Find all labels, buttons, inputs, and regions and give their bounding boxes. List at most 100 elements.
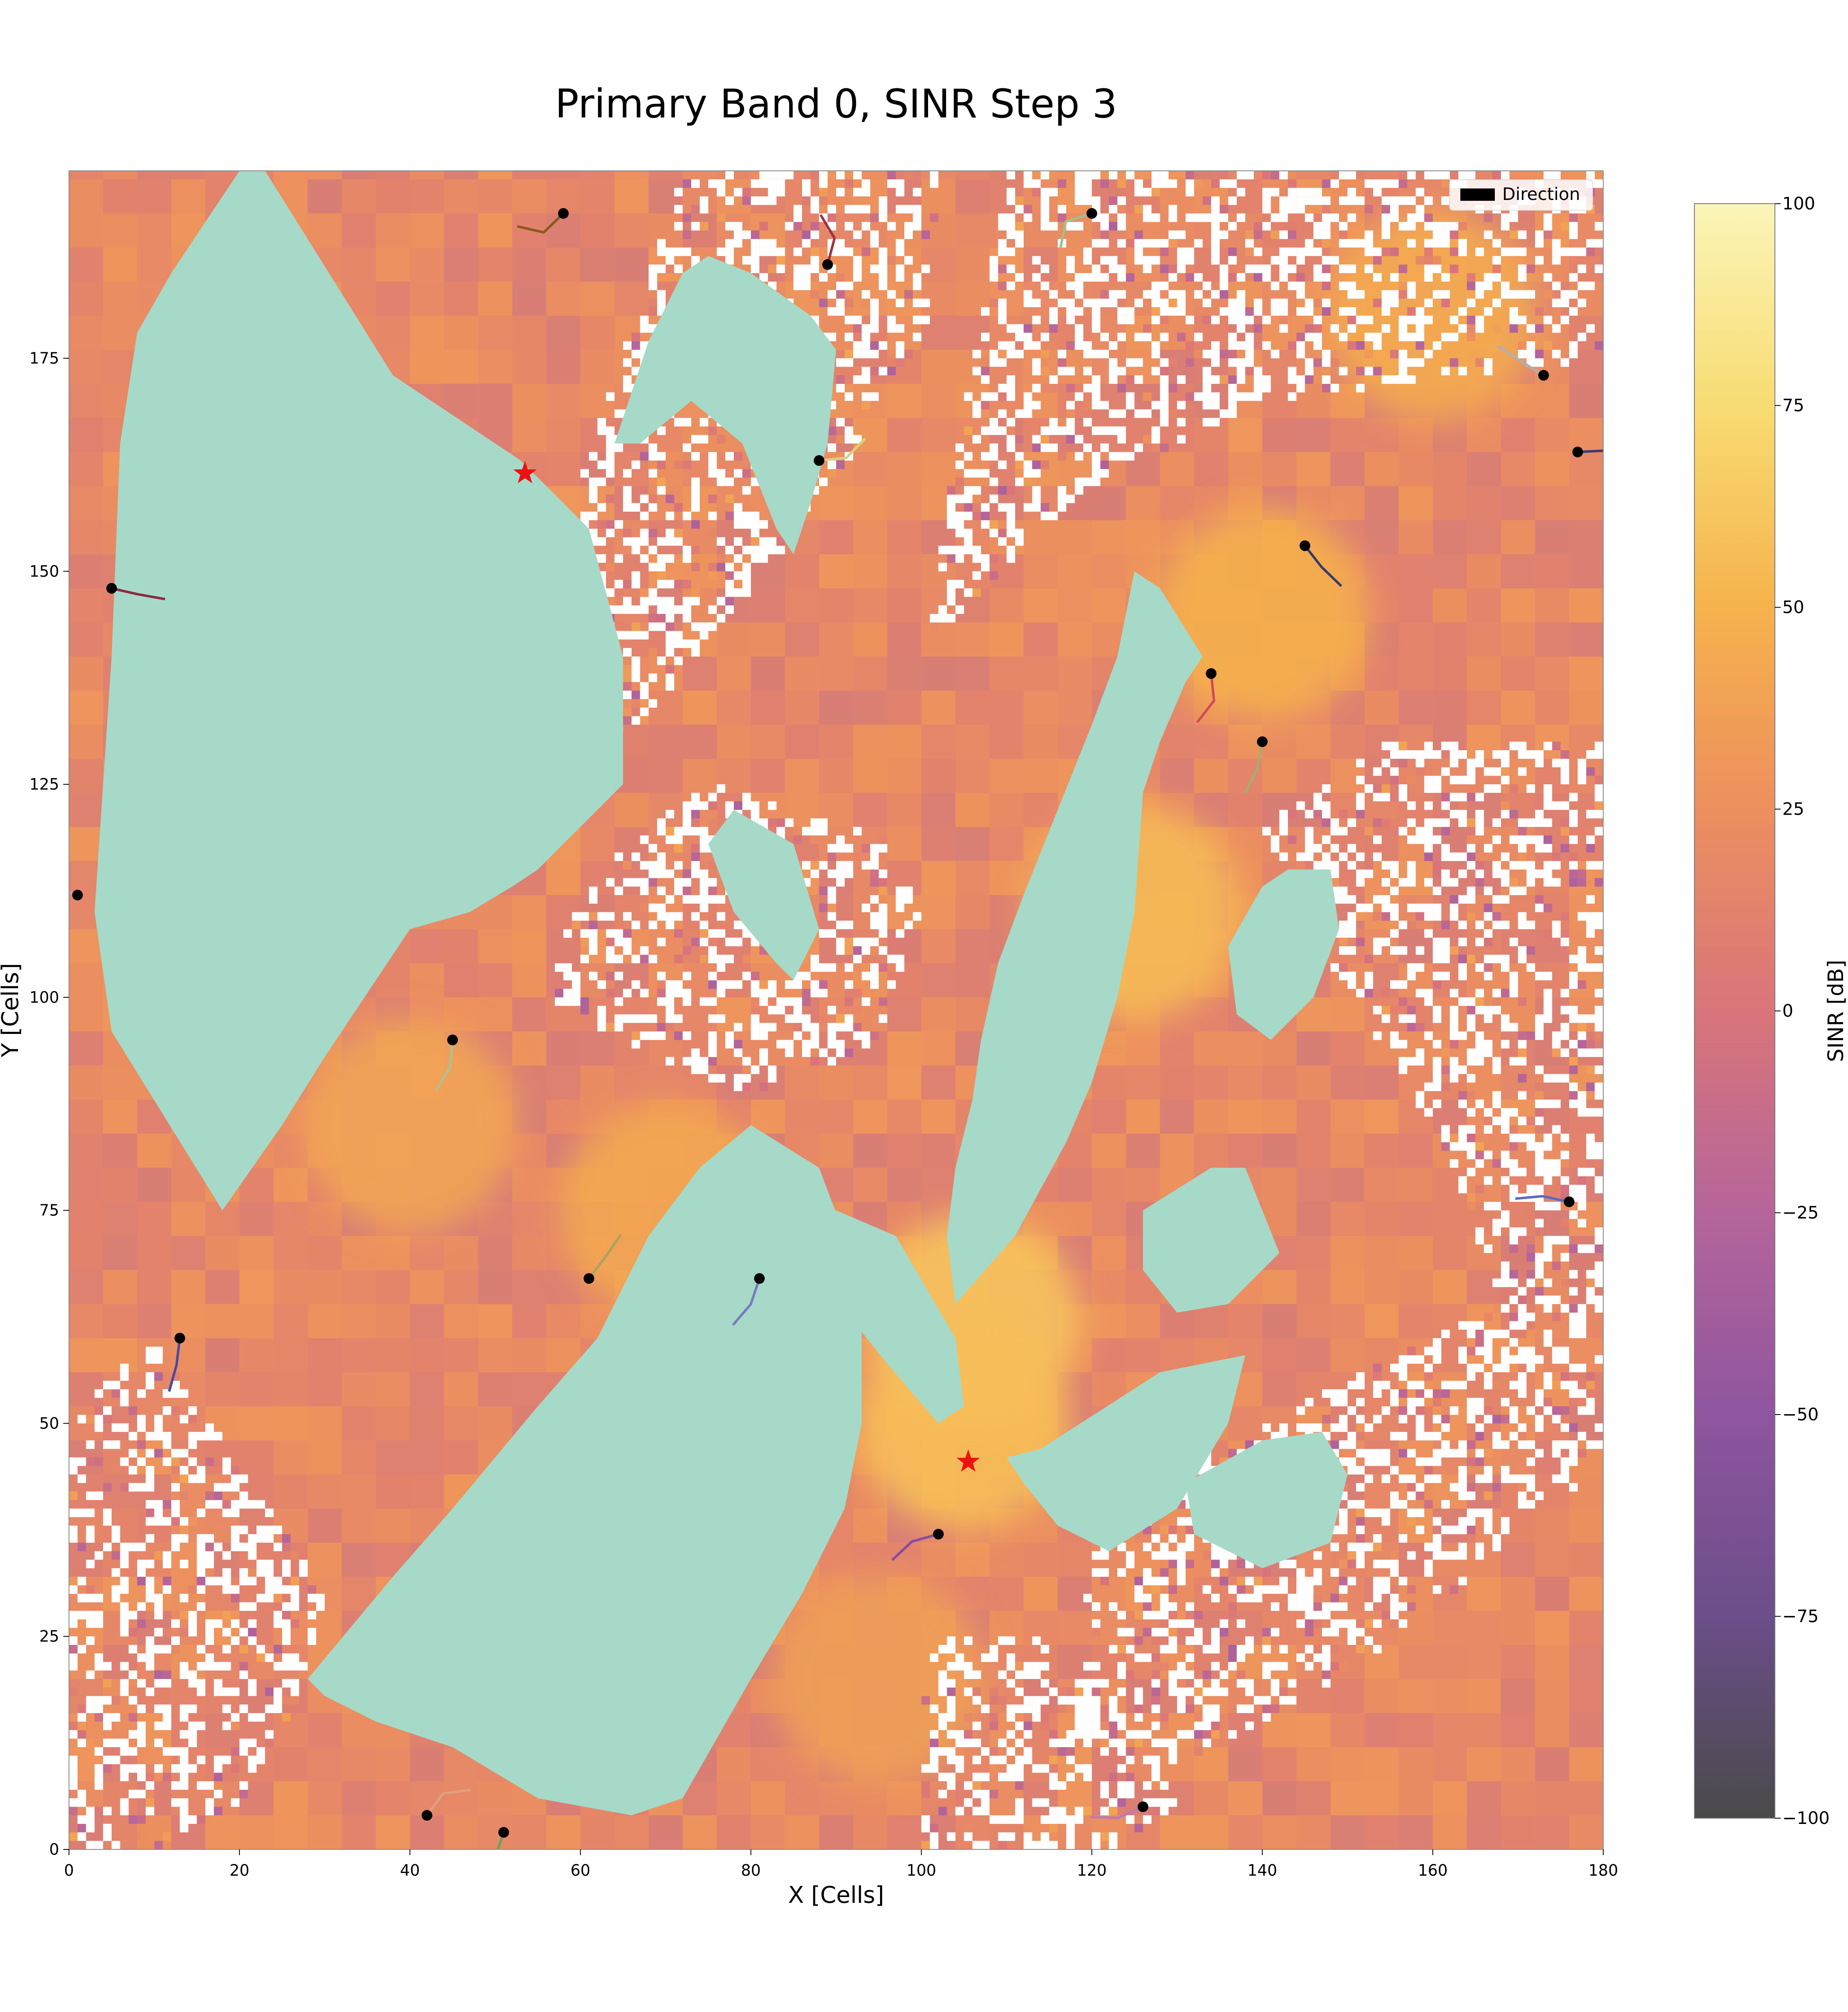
- sinr-cell: [1458, 222, 1467, 231]
- no-coverage-cell: [683, 247, 692, 256]
- sinr-field-cell: [1092, 1338, 1126, 1372]
- sinr-cell: [725, 512, 734, 520]
- no-coverage-cell: [1092, 392, 1101, 401]
- no-coverage-cell: [1202, 1645, 1211, 1654]
- sinr-field-cell: [1194, 1781, 1228, 1815]
- sinr-field-cell: [819, 1815, 853, 1849]
- sinr-field-cell: [546, 213, 581, 248]
- no-coverage-cell: [1100, 299, 1109, 308]
- sinr-field-cell: [955, 792, 990, 827]
- no-coverage-cell: [1041, 196, 1049, 205]
- no-coverage-cell: [1330, 861, 1339, 870]
- no-coverage-cell: [887, 290, 896, 299]
- no-coverage-cell: [1305, 333, 1314, 342]
- sinr-field-cell: [137, 179, 171, 214]
- no-coverage-cell: [1535, 1023, 1544, 1031]
- no-coverage-cell: [1057, 205, 1067, 214]
- sinr-field-cell: [1364, 452, 1399, 486]
- sinr-field-cell: [308, 213, 342, 248]
- no-coverage-cell: [1398, 946, 1407, 955]
- sinr-field-cell: [478, 963, 513, 997]
- no-coverage-cell: [1143, 1730, 1152, 1739]
- no-coverage-cell: [1092, 349, 1101, 358]
- no-coverage-cell: [1202, 213, 1211, 222]
- no-coverage-cell: [1202, 281, 1211, 290]
- no-coverage-cell: [1007, 392, 1015, 401]
- no-coverage-cell: [1518, 921, 1527, 929]
- no-coverage-cell: [896, 299, 905, 308]
- sinr-cell: [1398, 281, 1407, 290]
- no-coverage-cell: [589, 512, 598, 520]
- sinr-field-cell: [853, 1133, 887, 1168]
- sinr-field-cell: [955, 171, 990, 179]
- sinr-field-cell: [444, 1815, 478, 1849]
- sinr-field-cell: [342, 1270, 376, 1304]
- sinr-cell: [1202, 196, 1211, 205]
- sinr-cell: [1194, 1687, 1203, 1696]
- no-coverage-cell: [768, 546, 777, 554]
- sinr-cell: [1518, 827, 1527, 836]
- no-coverage-cell: [1492, 239, 1501, 248]
- sinr-cell: [1305, 384, 1314, 393]
- sinr-field-cell: [1092, 1201, 1126, 1236]
- no-coverage-cell: [683, 443, 692, 452]
- sinr-cell: [1134, 1577, 1143, 1585]
- sinr-cell: [1100, 460, 1109, 469]
- no-coverage-cell: [1595, 784, 1603, 793]
- no-coverage-cell: [1202, 1687, 1211, 1696]
- sinr-cell: [691, 588, 700, 597]
- sinr-cell: [1398, 844, 1407, 853]
- no-coverage-cell: [1407, 869, 1416, 878]
- no-coverage-cell: [1484, 1006, 1493, 1015]
- no-coverage-cell: [1475, 750, 1484, 759]
- no-coverage-cell: [1492, 750, 1501, 759]
- no-coverage-cell: [1262, 384, 1271, 393]
- no-coverage-cell: [1501, 1270, 1510, 1279]
- no-coverage-cell: [1211, 1687, 1220, 1696]
- sinr-field-cell: [69, 247, 103, 282]
- no-coverage-cell: [1501, 750, 1510, 759]
- no-coverage-cell: [725, 171, 734, 179]
- no-coverage-cell: [776, 171, 785, 179]
- no-coverage-cell: [1390, 1040, 1399, 1049]
- no-coverage-cell: [1561, 1023, 1569, 1031]
- sinr-cell: [1501, 801, 1510, 810]
- no-coverage-cell: [1466, 1142, 1476, 1151]
- no-coverage-cell: [1526, 835, 1535, 844]
- no-coverage-cell: [1117, 222, 1126, 231]
- no-coverage-cell: [1492, 989, 1501, 997]
- no-coverage-cell: [1177, 1730, 1186, 1739]
- no-coverage-cell: [1501, 290, 1510, 299]
- no-coverage-cell: [913, 315, 922, 324]
- sinr-cell: [1373, 367, 1382, 376]
- no-coverage-cell: [1586, 239, 1595, 248]
- sinr-field-cell: [444, 247, 478, 282]
- no-coverage-cell: [1535, 1031, 1544, 1040]
- sinr-cell: [810, 247, 819, 256]
- no-coverage-cell: [1398, 358, 1407, 367]
- no-coverage-cell: [759, 520, 768, 529]
- sinr-cell: [836, 375, 845, 384]
- no-coverage-cell: [1569, 290, 1578, 299]
- sinr-field-cell: [1092, 1133, 1126, 1168]
- no-coverage-cell: [1049, 418, 1058, 427]
- no-coverage-cell: [1220, 1551, 1228, 1560]
- no-coverage-cell: [1432, 290, 1441, 299]
- no-coverage-cell: [1100, 213, 1109, 222]
- no-coverage-cell: [1271, 213, 1280, 222]
- no-coverage-cell: [1083, 256, 1092, 265]
- no-coverage-cell: [589, 494, 598, 503]
- no-coverage-cell: [1561, 989, 1569, 997]
- no-coverage-cell: [1450, 989, 1459, 997]
- no-coverage-cell: [1381, 213, 1391, 222]
- no-coverage-cell: [1432, 784, 1441, 793]
- no-coverage-cell: [623, 469, 632, 478]
- no-coverage-cell: [921, 315, 930, 324]
- no-coverage-cell: [1245, 358, 1254, 367]
- sinr-field-cell: [1535, 1645, 1569, 1679]
- no-coverage-cell: [972, 546, 981, 554]
- no-coverage-cell: [1092, 460, 1101, 469]
- sinr-cell: [1484, 937, 1493, 946]
- sinr-field-cell: [376, 1304, 410, 1338]
- no-coverage-cell: [981, 375, 990, 384]
